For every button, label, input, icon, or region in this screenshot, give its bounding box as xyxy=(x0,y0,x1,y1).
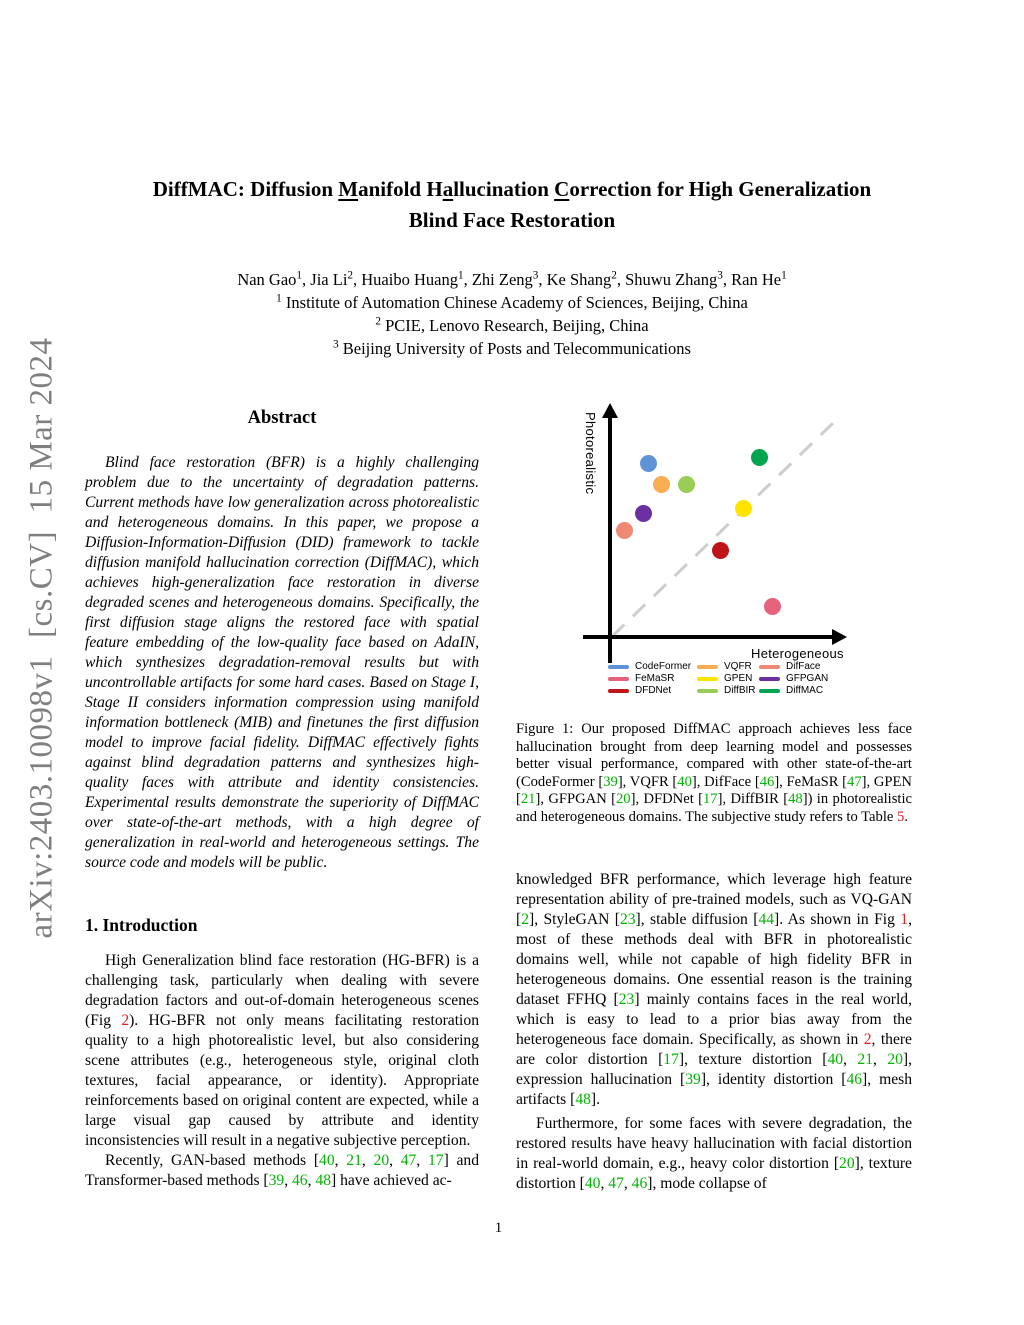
x-axis-label: Heterogeneous xyxy=(751,646,844,661)
legend-item-GPEN: GPEN xyxy=(697,673,759,685)
legend-swatch-icon xyxy=(759,677,780,681)
point-GPEN xyxy=(734,499,752,517)
point-DiffMAC xyxy=(750,448,768,466)
legend-label: DifFace xyxy=(786,661,821,672)
legend-label: CodeFormer xyxy=(635,661,692,672)
legend-item-CodeFormer: CodeFormer xyxy=(608,661,697,673)
legend-label: GPEN xyxy=(724,673,753,684)
right-column: Photorealistic Heterogeneous CodeFormer F… xyxy=(516,395,912,1194)
diagonal-reference-line xyxy=(610,422,834,638)
point-DiffBIR xyxy=(677,475,695,493)
x-axis-line xyxy=(583,635,834,639)
legend-item-DFDNet: DFDNet xyxy=(608,685,697,697)
figure-1-caption: Figure 1: Our proposed DiffMAC approach … xyxy=(516,721,912,825)
legend-item-DiffMAC: DiffMAC xyxy=(759,685,839,697)
legend-item-FeMaSR: FeMaSR xyxy=(608,673,697,685)
legend-swatch-icon xyxy=(608,665,629,669)
abstract-text: Blind face restoration (BFR) is a highly… xyxy=(85,454,479,871)
paper-title-line2: Blind Face Restoration xyxy=(408,208,616,232)
y-axis-label: Photorealistic xyxy=(583,412,598,495)
legend-item-DiffBIR: DiffBIR xyxy=(697,685,759,697)
legend-swatch-icon xyxy=(608,677,629,681)
legend-label: DFDNet xyxy=(635,685,672,696)
legend-column: VQFR GPEN DiffBIR xyxy=(697,661,759,697)
point-DifFace xyxy=(615,521,633,539)
right-column-paragraph-2: Furthermore, for some faces with severe … xyxy=(516,1114,912,1192)
legend-column: DifFace GFPGAN DiffMAC xyxy=(759,661,839,697)
legend-item-DifFace: DifFace xyxy=(759,661,839,673)
legend-item-GFPGAN: GFPGAN xyxy=(759,673,839,685)
legend-label: FeMaSR xyxy=(635,673,675,684)
legend-swatch-icon xyxy=(608,689,629,693)
figure-legend: CodeFormer FeMaSR DFDNet VQFR GPEN DiffBIR Dif… xyxy=(608,661,839,697)
legend-swatch-icon xyxy=(759,665,780,669)
legend-label: DiffBIR xyxy=(724,685,756,696)
y-axis-line xyxy=(608,415,612,663)
legend-swatch-icon xyxy=(697,689,718,693)
point-FeMaSR xyxy=(763,597,781,615)
point-GFPGAN xyxy=(634,504,652,522)
authors-line: Nan Gao1, Jia Li2, Huaibo Huang1, Zhi Ze… xyxy=(237,269,787,289)
authors-block: Nan Gao1, Jia Li2, Huaibo Huang1, Zhi Ze… xyxy=(0,268,1024,360)
introduction-paragraph-1: High Generalization blind face restorati… xyxy=(85,952,479,1149)
point-VQFR xyxy=(652,475,670,493)
paper-title: DiffMAC: Diffusion Manifold Hallucinatio… xyxy=(0,174,1024,236)
legend-label: DiffMAC xyxy=(786,685,824,696)
introduction-paragraph-2: Recently, GAN-based methods [40, 21, 20,… xyxy=(85,1152,480,1189)
affiliation-3: 3 Beijing University of Posts and Teleco… xyxy=(333,338,691,358)
y-axis-arrow-icon xyxy=(602,403,618,418)
introduction-heading: 1. Introduction xyxy=(85,915,198,935)
point-DFDNet xyxy=(711,541,729,559)
legend-item-VQFR: VQFR xyxy=(697,661,759,673)
legend-column: CodeFormer FeMaSR DFDNet xyxy=(608,661,697,697)
legend-swatch-icon xyxy=(697,665,718,669)
right-column-paragraph-1: knowledged BFR performance, which levera… xyxy=(516,870,913,1108)
legend-label: VQFR xyxy=(724,661,752,672)
affiliation-2: 2 PCIE, Lenovo Research, Beijing, China xyxy=(375,315,649,335)
legend-label: GFPGAN xyxy=(786,673,829,684)
arxiv-watermark: arXiv:2403.10098v1 [cs.CV] 15 Mar 2024 xyxy=(23,337,60,939)
paper-title-line1: DiffMAC: Diffusion Manifold Hallucinatio… xyxy=(152,177,872,201)
affiliation-1: 1 Institute of Automation Chinese Academ… xyxy=(276,292,748,312)
abstract-heading: Abstract xyxy=(247,408,317,428)
figure-1-scatter-plot: Photorealistic Heterogeneous CodeFormer F… xyxy=(516,395,912,707)
point-CodeFormer xyxy=(639,454,657,472)
legend-swatch-icon xyxy=(697,677,718,681)
page-number: 1 xyxy=(494,1220,503,1236)
left-column: Abstract Blind face restoration (BFR) is… xyxy=(85,408,479,1191)
legend-swatch-icon xyxy=(759,689,780,693)
x-axis-arrow-icon xyxy=(832,629,847,645)
